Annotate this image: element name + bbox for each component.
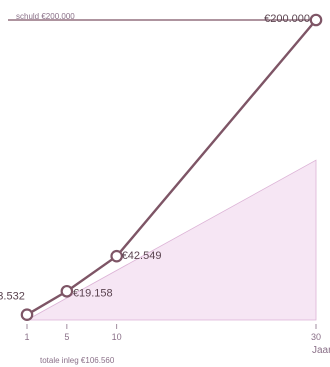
- x-ticks: 1 5 10 30: [24, 324, 321, 342]
- data-point-marker: [20, 308, 34, 322]
- x-tick-label: 5: [64, 332, 69, 342]
- data-point-label: €200.000: [264, 13, 310, 25]
- data-point-marker: [110, 249, 123, 263]
- data-point-label: €19.158: [73, 287, 113, 299]
- data-point-label: €42.549: [122, 250, 162, 262]
- x-tick-label: 30: [311, 332, 321, 342]
- data-point-marker: [60, 284, 74, 298]
- capital-line: [26, 19, 317, 316]
- data-point-marker: [309, 13, 323, 27]
- data-point-label: €3.532: [0, 291, 25, 303]
- x-axis-unit: Jaar: [312, 345, 330, 356]
- debt-label: schuld €200.000: [16, 12, 75, 21]
- total-deposits-label: totale inleg €106.560: [40, 356, 115, 365]
- markers: €3.532 €19.158 €42.549 €200.000: [0, 13, 323, 322]
- deposits-area: [26, 159, 317, 321]
- x-tick-label: 1: [24, 332, 29, 342]
- x-tick-label: 10: [112, 332, 122, 342]
